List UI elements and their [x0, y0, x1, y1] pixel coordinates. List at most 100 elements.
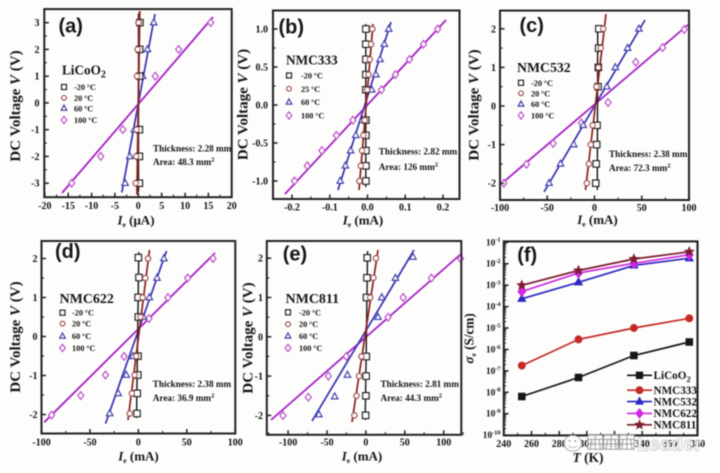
svg-text:NMC532: NMC532: [654, 396, 698, 408]
svg-text:0.1: 0.1: [399, 203, 412, 214]
svg-text:Ie (mA): Ie (mA): [117, 449, 159, 466]
svg-text:-50: -50: [83, 438, 96, 449]
svg-text:10-9: 10-9: [486, 408, 501, 420]
svg-text:-50: -50: [541, 203, 554, 214]
svg-text:-2: -2: [29, 410, 37, 421]
svg-text:360: 360: [662, 439, 677, 450]
svg-text:20 °C: 20 °C: [72, 320, 91, 329]
svg-text:0.2: 0.2: [437, 203, 450, 214]
svg-text:10-10: 10-10: [483, 430, 501, 442]
svg-text:20 °C: 20 °C: [74, 94, 93, 103]
svg-text:15: 15: [203, 201, 213, 212]
svg-text:10-5: 10-5: [486, 322, 501, 334]
svg-text:T (K): T (K): [572, 450, 603, 465]
svg-text:10-7: 10-7: [486, 365, 501, 377]
svg-text:100 °C: 100 °C: [301, 112, 324, 121]
svg-text:(b): (b): [279, 17, 305, 39]
svg-text:-100: -100: [32, 438, 50, 449]
svg-text:0: 0: [136, 201, 141, 212]
svg-text:Area: 44.3 mm2: Area: 44.3 mm2: [381, 393, 443, 404]
svg-text:LiCoO2: LiCoO2: [654, 370, 691, 384]
svg-text:60 °C: 60 °C: [299, 332, 318, 341]
svg-text:2: 2: [491, 24, 496, 35]
svg-text:0: 0: [363, 438, 368, 449]
svg-text:-2: -2: [255, 411, 263, 422]
svg-text:10-1: 10-1: [486, 237, 501, 249]
svg-text:60 °C: 60 °C: [301, 98, 320, 107]
svg-text:Thickness: 2.82 mm: Thickness: 2.82 mm: [379, 147, 458, 157]
svg-text:(e): (e): [283, 244, 307, 266]
svg-text:100 °C: 100 °C: [299, 344, 322, 353]
svg-text:NMC622: NMC622: [60, 292, 114, 307]
svg-text:340: 340: [635, 439, 650, 450]
svg-text:100 °C: 100 °C: [74, 116, 97, 125]
svg-text:50: 50: [182, 438, 192, 449]
svg-text:Ie (mA): Ie (mA): [576, 212, 618, 229]
svg-text:-20 °C: -20 °C: [299, 308, 321, 317]
svg-text:-0.1: -0.1: [322, 203, 338, 214]
svg-text:300: 300: [579, 439, 594, 450]
svg-text:240: 240: [496, 439, 511, 450]
svg-text:DC Voltage V (V): DC Voltage V (V): [8, 50, 24, 161]
svg-text:100 °C: 100 °C: [72, 344, 95, 353]
svg-text:-100: -100: [491, 203, 509, 214]
svg-text:0: 0: [35, 98, 40, 109]
svg-text:25 °C: 25 °C: [301, 85, 320, 94]
svg-text:100: 100: [436, 438, 451, 449]
svg-text:-10: -10: [85, 201, 98, 212]
svg-text:NMC811: NMC811: [286, 292, 340, 307]
svg-text:1.0: 1.0: [256, 25, 269, 36]
svg-text:0: 0: [258, 332, 263, 343]
svg-text:60 °C: 60 °C: [74, 104, 93, 113]
svg-text:100 °C: 100 °C: [531, 112, 554, 121]
svg-text:DC Voltage V (V): DC Voltage V (V): [241, 282, 257, 393]
svg-text:60 °C: 60 °C: [531, 100, 550, 109]
svg-text:0: 0: [592, 203, 597, 214]
svg-text:-0.5: -0.5: [252, 139, 268, 150]
svg-text:0.0: 0.0: [361, 203, 374, 214]
svg-text:50: 50: [637, 203, 647, 214]
svg-text:-20 °C: -20 °C: [72, 309, 94, 318]
svg-text:1: 1: [491, 63, 496, 74]
svg-text:Ie (mA): Ie (mA): [341, 449, 383, 466]
svg-text:10-3: 10-3: [486, 280, 501, 292]
svg-text:-20: -20: [38, 201, 51, 212]
svg-text:0.5: 0.5: [256, 63, 269, 74]
svg-text:Area: 72.3 mm2: Area: 72.3 mm2: [609, 163, 671, 174]
svg-text:1: 1: [35, 72, 40, 83]
svg-text:(c): (c): [520, 15, 544, 37]
svg-text:0: 0: [136, 438, 141, 449]
svg-text:0: 0: [491, 102, 496, 113]
svg-text:DC Voltage V (V): DC Voltage V (V): [8, 281, 24, 392]
svg-text:2: 2: [35, 45, 40, 56]
svg-text:-100: -100: [279, 438, 297, 449]
svg-text:-2: -2: [488, 179, 496, 190]
svg-text:10-6: 10-6: [486, 344, 501, 356]
svg-text:10-4: 10-4: [486, 301, 501, 313]
svg-text:3: 3: [35, 18, 40, 29]
svg-text:-1.0: -1.0: [252, 177, 268, 188]
svg-text:σe (S/cm): σe (S/cm): [462, 313, 479, 363]
svg-text:-3: -3: [31, 179, 39, 190]
svg-text:NMC333: NMC333: [286, 52, 338, 67]
svg-text:60 °C: 60 °C: [72, 332, 91, 341]
svg-text:(a): (a): [59, 16, 83, 38]
svg-text:100: 100: [682, 203, 697, 214]
svg-text:20 °C: 20 °C: [531, 89, 550, 98]
svg-text:280: 280: [552, 439, 567, 450]
svg-text:DC Voltage V (V): DC Voltage V (V): [467, 49, 483, 160]
svg-text:5: 5: [159, 201, 164, 212]
svg-text:380: 380: [690, 439, 705, 450]
svg-text:Thickness: 2.38 mm: Thickness: 2.38 mm: [153, 379, 232, 389]
svg-text:NMC333: NMC333: [654, 385, 698, 397]
svg-text:-20 °C: -20 °C: [531, 79, 553, 88]
svg-text:20: 20: [227, 201, 237, 212]
svg-text:10-2: 10-2: [486, 258, 501, 270]
svg-text:-1: -1: [488, 140, 496, 151]
svg-text:NMC532: NMC532: [517, 60, 571, 75]
svg-text:DC Voltage V (V): DC Voltage V (V): [236, 49, 252, 160]
svg-text:-1: -1: [255, 372, 263, 383]
svg-text:2: 2: [258, 254, 263, 265]
svg-text:LiCoO2: LiCoO2: [62, 62, 106, 80]
svg-text:Leader: Leader: [637, 435, 702, 456]
